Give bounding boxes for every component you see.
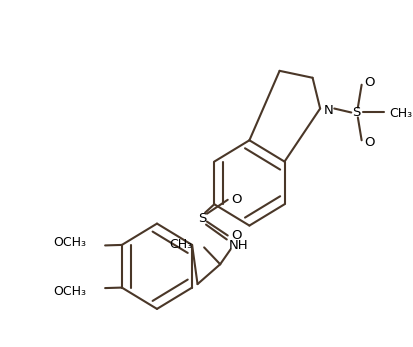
Text: NH: NH bbox=[229, 239, 248, 252]
Text: CH₃: CH₃ bbox=[169, 238, 192, 251]
Text: S: S bbox=[197, 212, 206, 225]
Text: O: O bbox=[230, 193, 241, 206]
Text: S: S bbox=[351, 106, 359, 119]
Text: N: N bbox=[323, 104, 333, 117]
Text: CH₃: CH₃ bbox=[388, 107, 411, 120]
Text: O: O bbox=[230, 229, 241, 242]
Text: O: O bbox=[363, 76, 373, 89]
Text: O: O bbox=[363, 136, 373, 149]
Text: OCH₃: OCH₃ bbox=[53, 236, 86, 249]
Text: OCH₃: OCH₃ bbox=[53, 285, 86, 297]
